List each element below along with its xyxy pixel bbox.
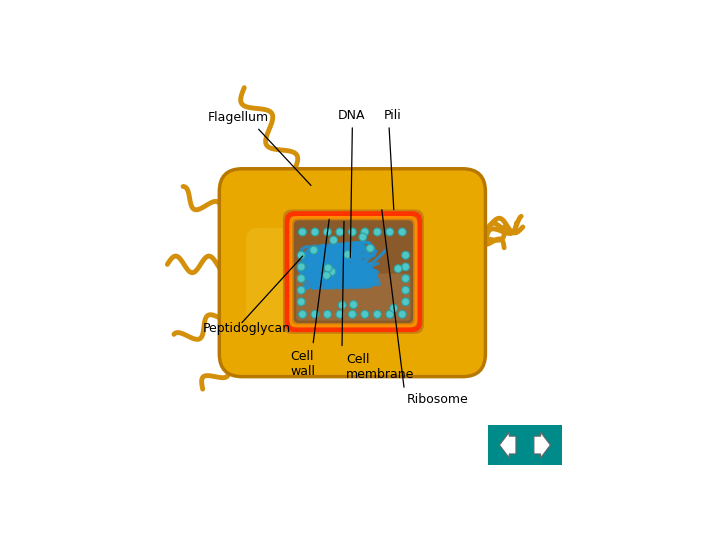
Circle shape	[323, 272, 330, 279]
FancyBboxPatch shape	[296, 274, 410, 321]
Circle shape	[402, 286, 410, 294]
Circle shape	[297, 286, 305, 294]
Circle shape	[310, 246, 318, 254]
Circle shape	[336, 310, 344, 318]
Circle shape	[330, 236, 338, 244]
Circle shape	[323, 310, 331, 318]
Circle shape	[374, 228, 382, 236]
Bar	[487, 426, 562, 465]
Circle shape	[299, 228, 307, 236]
Circle shape	[299, 310, 307, 318]
Text: Cell
wall: Cell wall	[290, 349, 315, 377]
Text: DNA: DNA	[338, 109, 365, 122]
Circle shape	[297, 263, 305, 271]
Circle shape	[394, 265, 402, 273]
Circle shape	[398, 228, 406, 236]
Circle shape	[297, 251, 305, 259]
Circle shape	[324, 264, 332, 272]
Text: Ribosome: Ribosome	[406, 393, 468, 406]
Circle shape	[336, 228, 344, 236]
FancyBboxPatch shape	[220, 168, 485, 377]
FancyArrow shape	[500, 432, 516, 458]
Circle shape	[402, 274, 410, 282]
FancyBboxPatch shape	[283, 210, 424, 334]
Circle shape	[311, 310, 319, 318]
Circle shape	[348, 228, 356, 236]
Text: Cell
membrane: Cell membrane	[346, 353, 415, 381]
Circle shape	[343, 251, 351, 259]
Circle shape	[402, 251, 410, 259]
FancyBboxPatch shape	[294, 220, 413, 323]
Circle shape	[386, 228, 394, 236]
Circle shape	[386, 310, 394, 318]
FancyArrow shape	[534, 432, 550, 458]
Circle shape	[390, 304, 397, 312]
Circle shape	[374, 310, 382, 318]
Circle shape	[297, 274, 305, 282]
Text: Peptidoglycan: Peptidoglycan	[203, 322, 291, 335]
Circle shape	[311, 228, 319, 236]
Circle shape	[350, 301, 357, 308]
Circle shape	[338, 301, 346, 309]
Text: Flagellum: Flagellum	[207, 111, 269, 124]
Circle shape	[323, 228, 331, 236]
Circle shape	[359, 233, 366, 241]
Circle shape	[297, 298, 305, 306]
Circle shape	[398, 310, 406, 318]
Circle shape	[348, 310, 356, 318]
Circle shape	[328, 268, 336, 275]
Circle shape	[361, 310, 369, 318]
Circle shape	[361, 228, 369, 236]
FancyBboxPatch shape	[246, 228, 415, 326]
Circle shape	[402, 298, 410, 306]
Text: Pili: Pili	[384, 109, 402, 122]
Circle shape	[402, 263, 410, 271]
Circle shape	[366, 244, 374, 252]
